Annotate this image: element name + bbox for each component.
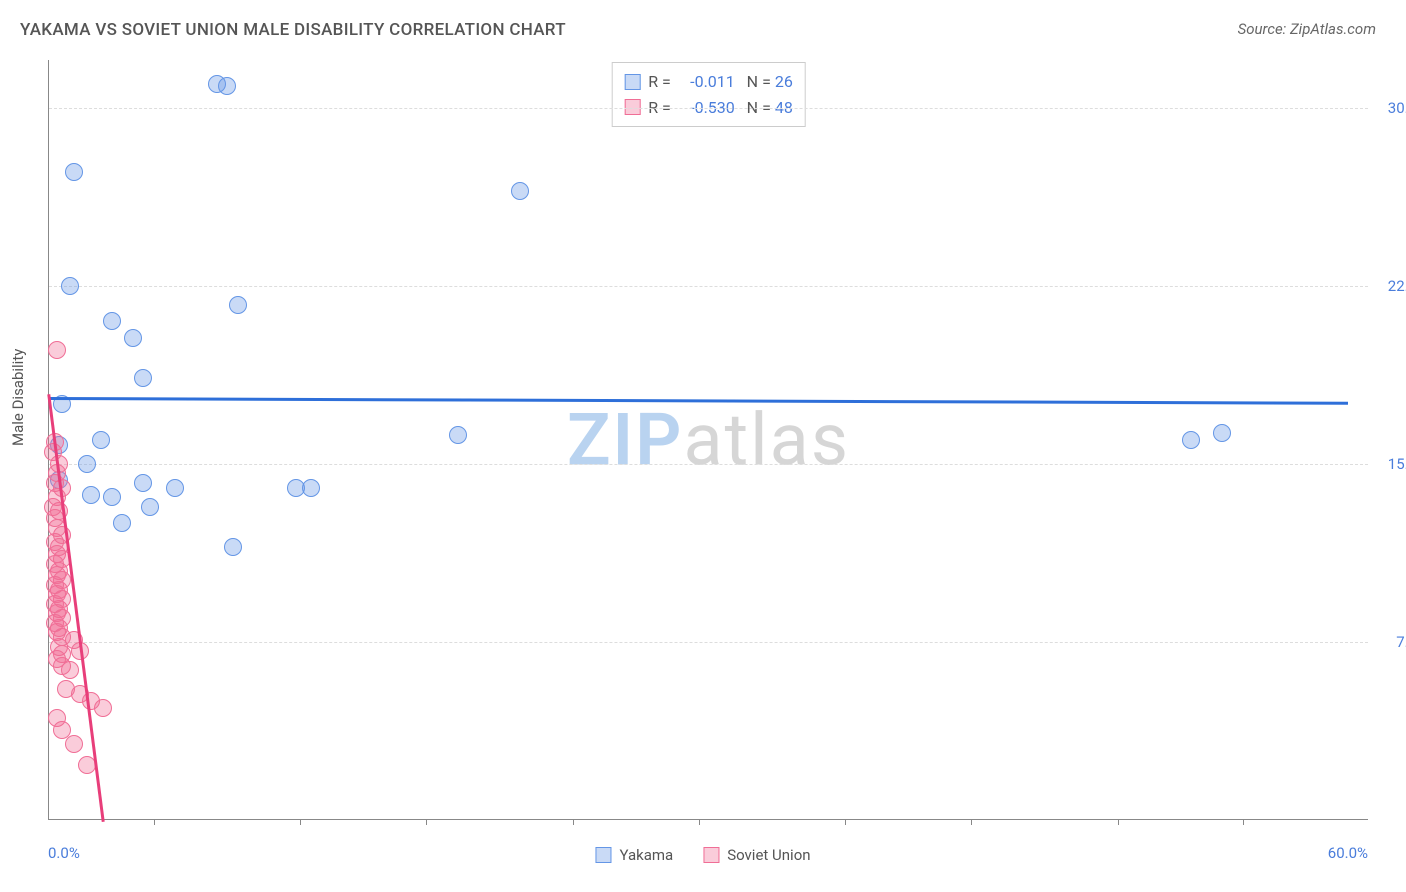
chart-container: YAKAMA VS SOVIET UNION MALE DISABILITY C… xyxy=(0,0,1406,892)
legend-bottom-item: Soviet Union xyxy=(703,846,810,864)
chart-title: YAKAMA VS SOVIET UNION MALE DISABILITY C… xyxy=(20,20,566,40)
scatter-point xyxy=(103,488,121,506)
y-tick-label: 15.0% xyxy=(1376,455,1406,473)
scatter-point xyxy=(1182,431,1200,449)
legend-top: R = -0.011 N = 26R = -0.530 N = 48 xyxy=(611,62,806,127)
scatter-point xyxy=(449,426,467,444)
scatter-point xyxy=(78,756,96,774)
legend-label: Soviet Union xyxy=(727,846,810,864)
grid-line xyxy=(49,286,1368,287)
legend-bottom-item: Yakama xyxy=(595,846,673,864)
legend-bottom: Yakama Soviet Union xyxy=(595,846,810,864)
x-min-label: 0.0% xyxy=(48,844,80,862)
grid-line xyxy=(49,108,1368,109)
scatter-point xyxy=(302,479,320,497)
x-tick xyxy=(426,819,427,825)
watermark-part2: atlas xyxy=(683,397,850,482)
scatter-point xyxy=(61,661,79,679)
scatter-point xyxy=(224,538,242,556)
grid-line xyxy=(49,642,1368,643)
x-tick xyxy=(573,819,574,825)
legend-text: R = -0.011 N = 26 xyxy=(648,69,793,95)
scatter-point xyxy=(134,474,152,492)
scatter-point xyxy=(78,455,96,473)
grid-line xyxy=(49,464,1368,465)
x-tick xyxy=(971,819,972,825)
scatter-point xyxy=(82,486,100,504)
plot-area: ZIPatlas R = -0.011 N = 26R = -0.530 N =… xyxy=(48,60,1368,820)
source-label: Source: ZipAtlas.com xyxy=(1238,20,1376,38)
x-tick xyxy=(699,819,700,825)
scatter-point xyxy=(1213,424,1231,442)
watermark-part1: ZIP xyxy=(567,397,683,482)
scatter-point xyxy=(134,369,152,387)
scatter-point xyxy=(218,77,236,95)
scatter-point xyxy=(65,735,83,753)
scatter-point xyxy=(103,312,121,330)
x-tick xyxy=(300,819,301,825)
scatter-point xyxy=(166,479,184,497)
scatter-point xyxy=(94,699,112,717)
y-axis-title: Male Disability xyxy=(9,349,27,446)
y-tick-label: 22.5% xyxy=(1376,277,1406,295)
x-tick xyxy=(1118,819,1119,825)
y-tick-label: 30.0% xyxy=(1376,99,1406,117)
legend-swatch xyxy=(703,847,719,863)
scatter-point xyxy=(229,296,247,314)
x-max-label: 60.0% xyxy=(1328,844,1368,862)
x-tick xyxy=(845,819,846,825)
scatter-point xyxy=(124,329,142,347)
scatter-point xyxy=(92,431,110,449)
watermark: ZIPatlas xyxy=(567,397,850,482)
scatter-point xyxy=(48,341,66,359)
legend-swatch xyxy=(624,74,640,90)
x-tick xyxy=(1243,819,1244,825)
x-tick xyxy=(154,819,155,825)
scatter-point xyxy=(61,277,79,295)
scatter-point xyxy=(511,182,529,200)
trend-line xyxy=(49,397,1348,404)
y-tick-label: 7.5% xyxy=(1376,633,1406,651)
scatter-point xyxy=(113,514,131,532)
scatter-point xyxy=(65,163,83,181)
legend-swatch xyxy=(595,847,611,863)
scatter-point xyxy=(141,498,159,516)
legend-row: R = -0.011 N = 26 xyxy=(624,69,793,95)
legend-label: Yakama xyxy=(619,846,673,864)
